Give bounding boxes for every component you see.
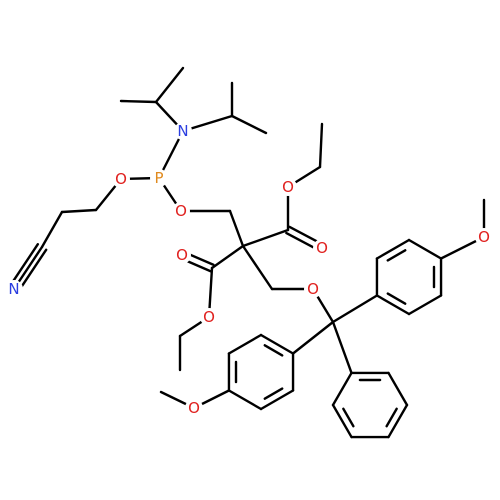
bond [407, 294, 443, 316]
bond [263, 387, 284, 400]
bond [387, 403, 409, 439]
atom-label: O [316, 239, 328, 257]
bond [263, 344, 284, 357]
atom-label: O [282, 178, 294, 196]
bond [241, 228, 290, 248]
atom-background [304, 280, 322, 298]
atom-label: O [307, 280, 319, 298]
bond [60, 208, 98, 214]
atom-background [174, 122, 192, 140]
bond [227, 389, 263, 411]
bond [375, 294, 411, 316]
bond [230, 114, 268, 135]
bond [259, 389, 295, 411]
bond [385, 407, 398, 428]
atom-background [112, 170, 130, 188]
atom-background [150, 169, 168, 187]
atom-background [172, 202, 190, 220]
atom-label: O [203, 308, 215, 326]
bond [342, 407, 355, 428]
bond [228, 209, 245, 248]
bond [331, 371, 353, 407]
bond [386, 249, 407, 262]
atom-label: N [177, 122, 188, 140]
atom-label: O [188, 399, 200, 417]
bond [259, 333, 295, 355]
bond [331, 294, 379, 324]
bond [331, 403, 353, 439]
bond [386, 292, 407, 305]
atom-background [475, 228, 493, 246]
atom-label: N [8, 280, 19, 298]
atom-label: O [175, 202, 187, 220]
bond [227, 333, 263, 355]
bond [387, 371, 409, 407]
atom-background [313, 239, 331, 257]
atom-label: P [154, 169, 163, 187]
bond [210, 244, 245, 270]
bond [119, 99, 158, 104]
atom-label: O [176, 246, 188, 264]
atom-background [5, 280, 23, 298]
atom-background [185, 399, 203, 417]
bond [407, 238, 443, 260]
atom-label: O [115, 170, 127, 188]
bond [8, 243, 40, 288]
bond [375, 238, 411, 260]
bond [291, 320, 335, 355]
atom-background [200, 308, 218, 326]
bond [318, 122, 324, 169]
atom-background [173, 246, 191, 264]
bond [154, 66, 185, 104]
atom-background [279, 178, 297, 196]
bond [40, 210, 64, 249]
bond [16, 248, 48, 293]
bond [241, 244, 274, 291]
atom-label: O [478, 228, 490, 246]
bond [331, 320, 353, 375]
